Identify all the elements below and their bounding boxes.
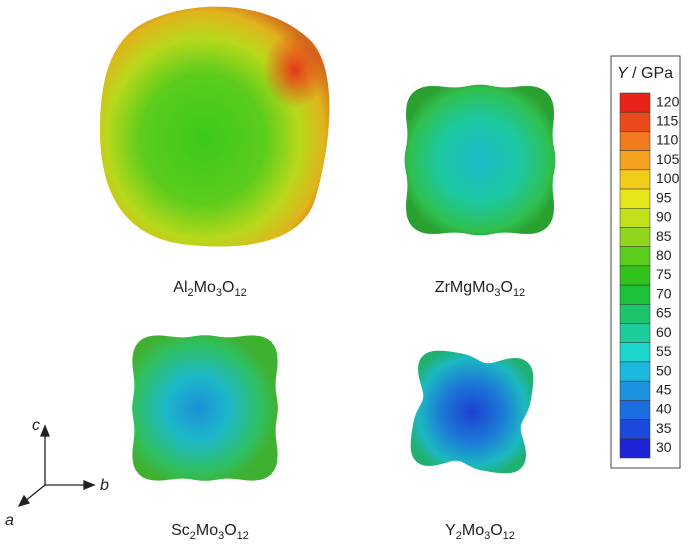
arrow (83, 480, 96, 490)
panel-label: Sc2Mo3O12 (171, 522, 249, 542)
tick-label: 60 (656, 324, 672, 340)
subscript: 12 (503, 530, 515, 542)
tick-label: 120 (656, 93, 680, 109)
subscript: 12 (237, 530, 249, 542)
color-block (619, 304, 651, 324)
color-block (619, 92, 651, 113)
al-surface (100, 6, 330, 247)
color-block (619, 438, 651, 459)
panel-label: Y2Mo3O12 (445, 522, 515, 542)
color-block (619, 111, 651, 132)
label-part: Mo (196, 522, 218, 539)
subscript: 2 (190, 530, 196, 542)
tick-label: 55 (656, 343, 672, 359)
label-part: Mo (194, 279, 216, 296)
subscript: 3 (484, 530, 490, 542)
label-part: Y (445, 522, 456, 539)
color-block (619, 227, 651, 247)
subscript: 3 (216, 287, 222, 299)
tick-label: 80 (656, 247, 672, 263)
color-block (619, 342, 651, 363)
subscript: 3 (218, 530, 224, 542)
tick-label: 110 (656, 132, 679, 148)
panel-label: ZrMgMo3O12 (435, 279, 525, 299)
subscript: 3 (494, 287, 500, 299)
surface-highlight (263, 32, 327, 108)
surface (404, 84, 556, 236)
tick-label: 45 (656, 381, 672, 397)
subscript: 2 (456, 530, 462, 542)
axis-label: c (32, 417, 40, 434)
color-block (619, 150, 651, 171)
color-block (619, 323, 651, 343)
color-block (619, 361, 651, 382)
surface (410, 350, 534, 474)
tick-label: 70 (656, 285, 672, 301)
color-block (619, 380, 651, 401)
arrow (17, 494, 31, 508)
tick-label: 65 (656, 305, 672, 321)
arrow (40, 424, 50, 437)
label-part: O (500, 279, 512, 296)
tick-label: 95 (656, 189, 672, 205)
colorbar-title: Y / GPa (617, 65, 673, 82)
tick-label: 50 (656, 362, 672, 378)
axis-a (23, 484, 46, 503)
panel-label: Al2Mo3O12 (173, 279, 246, 299)
axis-label: b (100, 477, 109, 494)
color-block (619, 188, 651, 209)
label-part: ZrMgMo (435, 279, 495, 296)
label-part: Sc (171, 522, 190, 539)
color-block (619, 208, 651, 228)
color-block (619, 419, 651, 440)
tick-label: 40 (656, 401, 672, 417)
color-block (619, 284, 651, 305)
subscript: 12 (234, 287, 246, 299)
color-block (619, 169, 651, 190)
tick-label: 35 (656, 420, 672, 436)
subscript: 12 (513, 287, 525, 299)
tick-label: 85 (656, 228, 672, 244)
color-block (619, 131, 651, 151)
axis-label: a (5, 512, 14, 529)
tick-label: 115 (656, 113, 679, 129)
label-part: Al (173, 279, 187, 296)
title-part: Y (617, 65, 629, 82)
tick-label: 105 (656, 151, 680, 167)
color-block (619, 265, 651, 286)
label-part: O (490, 522, 502, 539)
tick-label: 90 (656, 209, 672, 225)
surface (132, 335, 278, 481)
color-block (619, 400, 651, 420)
tick-label: 75 (656, 266, 672, 282)
tick-label: 100 (656, 170, 680, 186)
color-block (619, 246, 651, 267)
subscript: 2 (188, 287, 194, 299)
label-part: Mo (462, 522, 484, 539)
label-part: O (224, 522, 236, 539)
tick-label: 30 (656, 439, 672, 455)
title-part: / GPa (628, 65, 673, 82)
axes-indicator (17, 424, 96, 508)
label-part: O (222, 279, 234, 296)
